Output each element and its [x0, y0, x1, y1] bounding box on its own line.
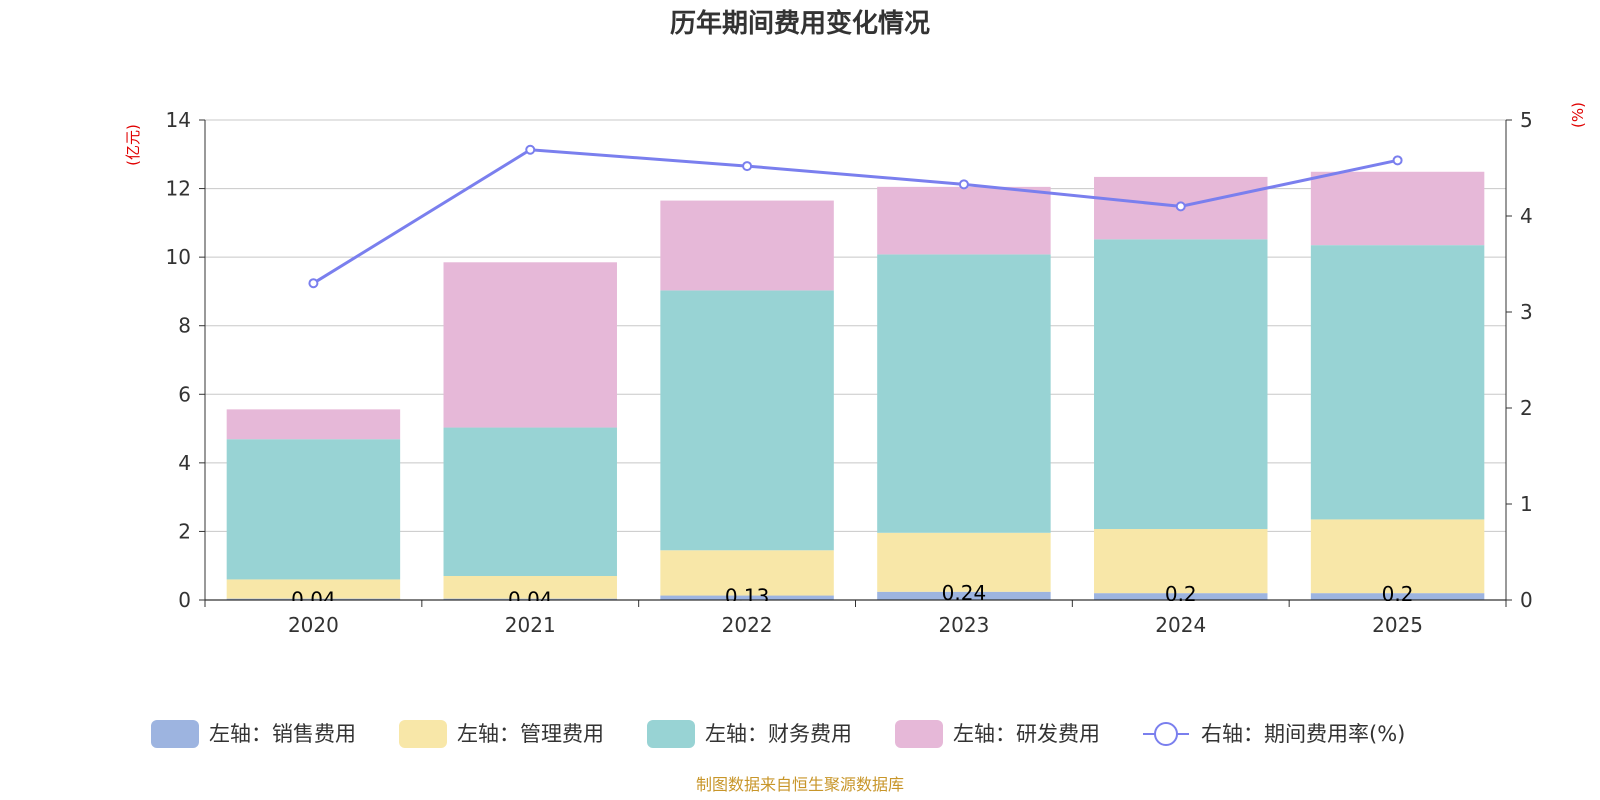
x-tick-label: 2022 [722, 613, 773, 637]
x-tick-label: 2020 [288, 613, 339, 637]
bar-segment [1310, 245, 1485, 520]
bar-segment [1094, 593, 1268, 600]
source-note: 制图数据来自恒生聚源数据库 [696, 775, 904, 794]
bar-segment [443, 262, 617, 428]
chart-title: 历年期间费用变化情况 [670, 8, 930, 39]
right-tick-label: 4 [1520, 204, 1533, 228]
left-axis-unit: (亿元) [124, 124, 142, 166]
legend-label: 左轴：销售费用 [209, 722, 356, 746]
rate-point [1392, 155, 1403, 166]
bar-segment [660, 550, 834, 596]
bars [226, 171, 1485, 600]
right-tick-label: 0 [1520, 588, 1533, 612]
rate-point [742, 161, 753, 172]
bar-segment [226, 409, 401, 440]
left-tick-label: 6 [178, 382, 191, 406]
left-tick-label: 10 [166, 245, 191, 269]
bar-segment [877, 186, 1051, 255]
bar-segment [1310, 519, 1485, 594]
left-tick-label: 2 [178, 519, 191, 543]
x-tick-label: 2025 [1372, 613, 1423, 637]
rate-point [308, 278, 319, 289]
bar-segment [1094, 239, 1268, 530]
legend-swatch [151, 720, 199, 748]
left-tick-label: 12 [166, 177, 191, 201]
right-axis-unit: (%) [1569, 102, 1587, 128]
legend: 左轴：销售费用 左轴：管理费用 左轴：财务费用 左轴：研发费用 右轴：期间费用率(%) [151, 720, 1405, 748]
right-tick-label: 2 [1520, 396, 1533, 420]
rate-point [525, 144, 536, 155]
left-tick-label: 14 [166, 108, 191, 132]
bar-segment [877, 532, 1051, 592]
legend-swatch [399, 720, 447, 748]
rate-line [308, 144, 1403, 289]
legend-label: 左轴：财务费用 [705, 722, 852, 746]
left-tick-label: 8 [178, 314, 191, 338]
bar-segment [660, 595, 834, 600]
bar-segment [226, 579, 401, 599]
bar-segment [443, 598, 617, 600]
legend-marker-swatch [1154, 722, 1178, 746]
bar-segment [877, 254, 1051, 533]
right-tick-label: 1 [1520, 492, 1533, 516]
bar-data-label: 0.04 [291, 588, 336, 612]
bar-segment [877, 591, 1051, 600]
x-tick-label: 2023 [938, 613, 989, 637]
bar-segment [660, 200, 834, 291]
bar-segment [226, 598, 401, 600]
legend-label: 右轴：期间费用率(%) [1201, 722, 1405, 746]
rate-line-path [312, 148, 1398, 285]
right-tick-label: 5 [1520, 108, 1533, 132]
legend-swatch [895, 720, 943, 748]
bar-segment [1310, 171, 1485, 246]
x-tick-label: 2024 [1155, 613, 1206, 637]
left-tick-label: 4 [178, 451, 191, 475]
bar-data-label: 0.04 [508, 588, 553, 612]
legend-label: 左轴：研发费用 [953, 722, 1100, 746]
rate-point [1175, 201, 1186, 212]
legend-swatch [647, 720, 695, 748]
bar-segment [660, 290, 834, 551]
x-tick-label: 2021 [505, 613, 556, 637]
bar-segment [443, 576, 617, 599]
bar-segment [1310, 593, 1485, 600]
bar-segment [1094, 529, 1268, 594]
rate-point [958, 179, 969, 190]
right-tick-label: 3 [1520, 300, 1533, 324]
bar-segment [226, 439, 401, 580]
bar-data-label: 0.24 [942, 581, 987, 605]
bar-segment [443, 427, 617, 576]
left-tick-label: 0 [178, 588, 191, 612]
legend-label: 左轴：管理费用 [457, 722, 604, 746]
grid-lines [205, 119, 1506, 532]
